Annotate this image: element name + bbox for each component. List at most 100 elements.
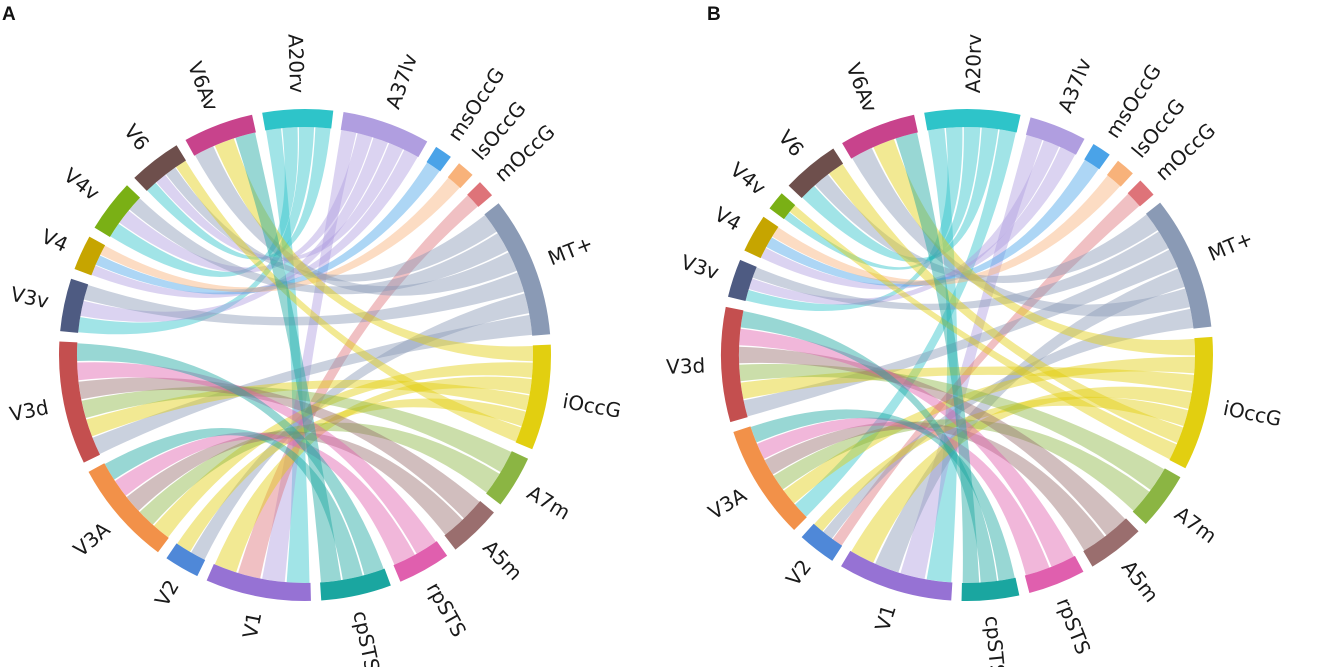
arc-v3d bbox=[721, 306, 748, 423]
chord-link-mtplus-v3d bbox=[92, 314, 533, 455]
arc-a37lv bbox=[340, 112, 428, 158]
chord-link-a5m-v3d bbox=[78, 377, 480, 519]
panel-b-label: B bbox=[707, 4, 721, 25]
chord-link-cpsts-v6av bbox=[895, 132, 980, 584]
chord-link-ioccg-v3a bbox=[153, 362, 533, 538]
node-label-a37lv: A37lv bbox=[381, 50, 422, 111]
arc-v1 bbox=[206, 563, 311, 601]
chord-link-a20rv-v6 bbox=[802, 127, 999, 263]
node-label-a5m: A5m bbox=[478, 535, 527, 585]
node-label-v3d: V3d bbox=[666, 353, 706, 379]
arc-msoccg bbox=[1084, 144, 1110, 170]
arc-v3v bbox=[60, 278, 89, 333]
chord-link-a5m-v3a bbox=[126, 431, 463, 535]
chord-link-a7m-v3a bbox=[139, 422, 500, 525]
node-label-v4: V4 bbox=[38, 224, 72, 257]
chord-diagram-b: A20rv A37lv msOccGlsOccGmOccGMT+iOccGA7mA5… bbox=[666, 33, 1284, 667]
chord-link-ioccg-v1 bbox=[851, 386, 1192, 563]
chord-link-a37lv-v6 bbox=[156, 143, 404, 262]
chord-link-a20rv-v3v bbox=[78, 127, 315, 335]
chord-link-a20rv-v1 bbox=[265, 128, 310, 583]
node-label-a5m: A5m bbox=[1117, 556, 1164, 607]
chord-link-cpsts-v6av bbox=[235, 132, 342, 583]
node-label-v2: V2 bbox=[150, 576, 184, 611]
chord-link-ioccg-v6 bbox=[828, 163, 1184, 444]
arc-v3a bbox=[733, 426, 807, 531]
chord-link-cpsts-v3d bbox=[740, 311, 998, 583]
arc-msoccg bbox=[426, 146, 451, 172]
chord-link-ioccg-v2 bbox=[814, 396, 1189, 532]
node-label-a7m: A7m bbox=[523, 480, 575, 524]
arc-a5m bbox=[1083, 518, 1139, 567]
arc-rpsts bbox=[393, 541, 448, 582]
arc-v6av bbox=[185, 114, 256, 156]
arc-lsoccg bbox=[447, 163, 473, 189]
panel-b: B A20rv A37lv msOccG lsOccG mOccG MT+ iOccG A7m… bbox=[662, 0, 1324, 667]
node-label-v3d: V3d bbox=[7, 395, 50, 426]
arc-v6 bbox=[788, 148, 844, 198]
node-label-rpsts: rpSTS bbox=[1052, 594, 1096, 657]
arc-v2 bbox=[166, 543, 206, 577]
chord-link-ioccg-v3d bbox=[86, 379, 530, 437]
chord-link-rpsts-v3a bbox=[757, 417, 1050, 576]
node-label-ioccg: iOccG bbox=[1221, 396, 1283, 431]
chord-link-ioccg-v3d bbox=[740, 366, 1195, 399]
chord-link-a5m-v3a bbox=[764, 421, 1105, 551]
node-label-v3v: V3v bbox=[678, 250, 722, 285]
arc-v2 bbox=[801, 523, 843, 561]
node-label-v3v: V3v bbox=[9, 282, 52, 313]
arc-v4 bbox=[744, 216, 779, 259]
chord-link-a7m-v3d bbox=[739, 363, 1165, 491]
node-label-cpsts: cpSTS bbox=[980, 615, 1010, 667]
chord-link-a37lv-v1 bbox=[262, 129, 357, 583]
chord-link-a37lv-v1 bbox=[900, 134, 1043, 580]
node-label-mtplus: MT+ bbox=[544, 231, 596, 270]
chord-link-mtplus-v2 bbox=[191, 293, 530, 560]
arc-a37lv bbox=[1025, 117, 1085, 155]
arc-moccg bbox=[1127, 180, 1154, 207]
chord-link-a37lv-v3v bbox=[748, 140, 1060, 305]
node-label-v1: V1 bbox=[238, 610, 267, 641]
chord-link-mtplus-v3d bbox=[743, 249, 1178, 417]
chord-link-moccg-v2 bbox=[832, 193, 1140, 546]
chord-link-a7m-v3a bbox=[773, 419, 1150, 511]
arc-v6 bbox=[134, 145, 186, 191]
node-label-v4: V4 bbox=[710, 202, 745, 236]
chord-link-rpsts-v3d bbox=[77, 362, 436, 554]
node-label-cpsts: cpSTS bbox=[348, 609, 384, 667]
arc-a20rv bbox=[924, 109, 1021, 133]
node-label-mtplus: MT+ bbox=[1205, 226, 1257, 266]
chord-link-moccg-v1 bbox=[238, 195, 478, 579]
node-label-v6: V6 bbox=[774, 125, 809, 161]
chord-link-cpsts-v3a bbox=[750, 409, 1015, 581]
node-label-v6av: V6Av bbox=[183, 58, 223, 114]
panel-a-label: A bbox=[2, 4, 16, 25]
arc-moccg bbox=[467, 182, 493, 207]
node-label-v4v: V4v bbox=[59, 163, 104, 205]
arc-v4v bbox=[94, 185, 141, 237]
chord-link-ioccg-v4v bbox=[789, 205, 1177, 460]
chord-link-ioccg-v6av bbox=[214, 138, 534, 362]
chord-link-a37lv-v4 bbox=[91, 149, 418, 298]
chord-link-cpsts-v3a bbox=[104, 427, 363, 580]
arc-v3d bbox=[59, 341, 100, 463]
arc-mtplus bbox=[1145, 202, 1212, 329]
chord-links bbox=[739, 127, 1195, 584]
arc-v4v bbox=[769, 193, 796, 220]
arc-a20rv bbox=[262, 109, 334, 131]
arc-ioccg bbox=[1169, 336, 1213, 469]
chord-link-mtplus-v6av bbox=[852, 147, 1190, 317]
arc-cpsts bbox=[961, 577, 1020, 601]
node-label-v1: V1 bbox=[870, 602, 901, 634]
chord-link-mtplus-v3v bbox=[752, 231, 1169, 311]
node-label-v2: V2 bbox=[781, 555, 816, 591]
chord-link-rpsts-v3a bbox=[114, 432, 415, 565]
arc-lsoccg bbox=[1106, 160, 1133, 187]
arc-v3v bbox=[728, 259, 757, 301]
chord-arcs bbox=[721, 109, 1213, 601]
arc-v6av bbox=[842, 114, 918, 159]
chord-link-ioccg-v6av bbox=[873, 139, 1195, 356]
node-label-v3a: V3A bbox=[704, 483, 751, 525]
node-label-a37lv: A37lv bbox=[1053, 55, 1096, 117]
chord-link-a20rv-v3a bbox=[794, 129, 1016, 517]
